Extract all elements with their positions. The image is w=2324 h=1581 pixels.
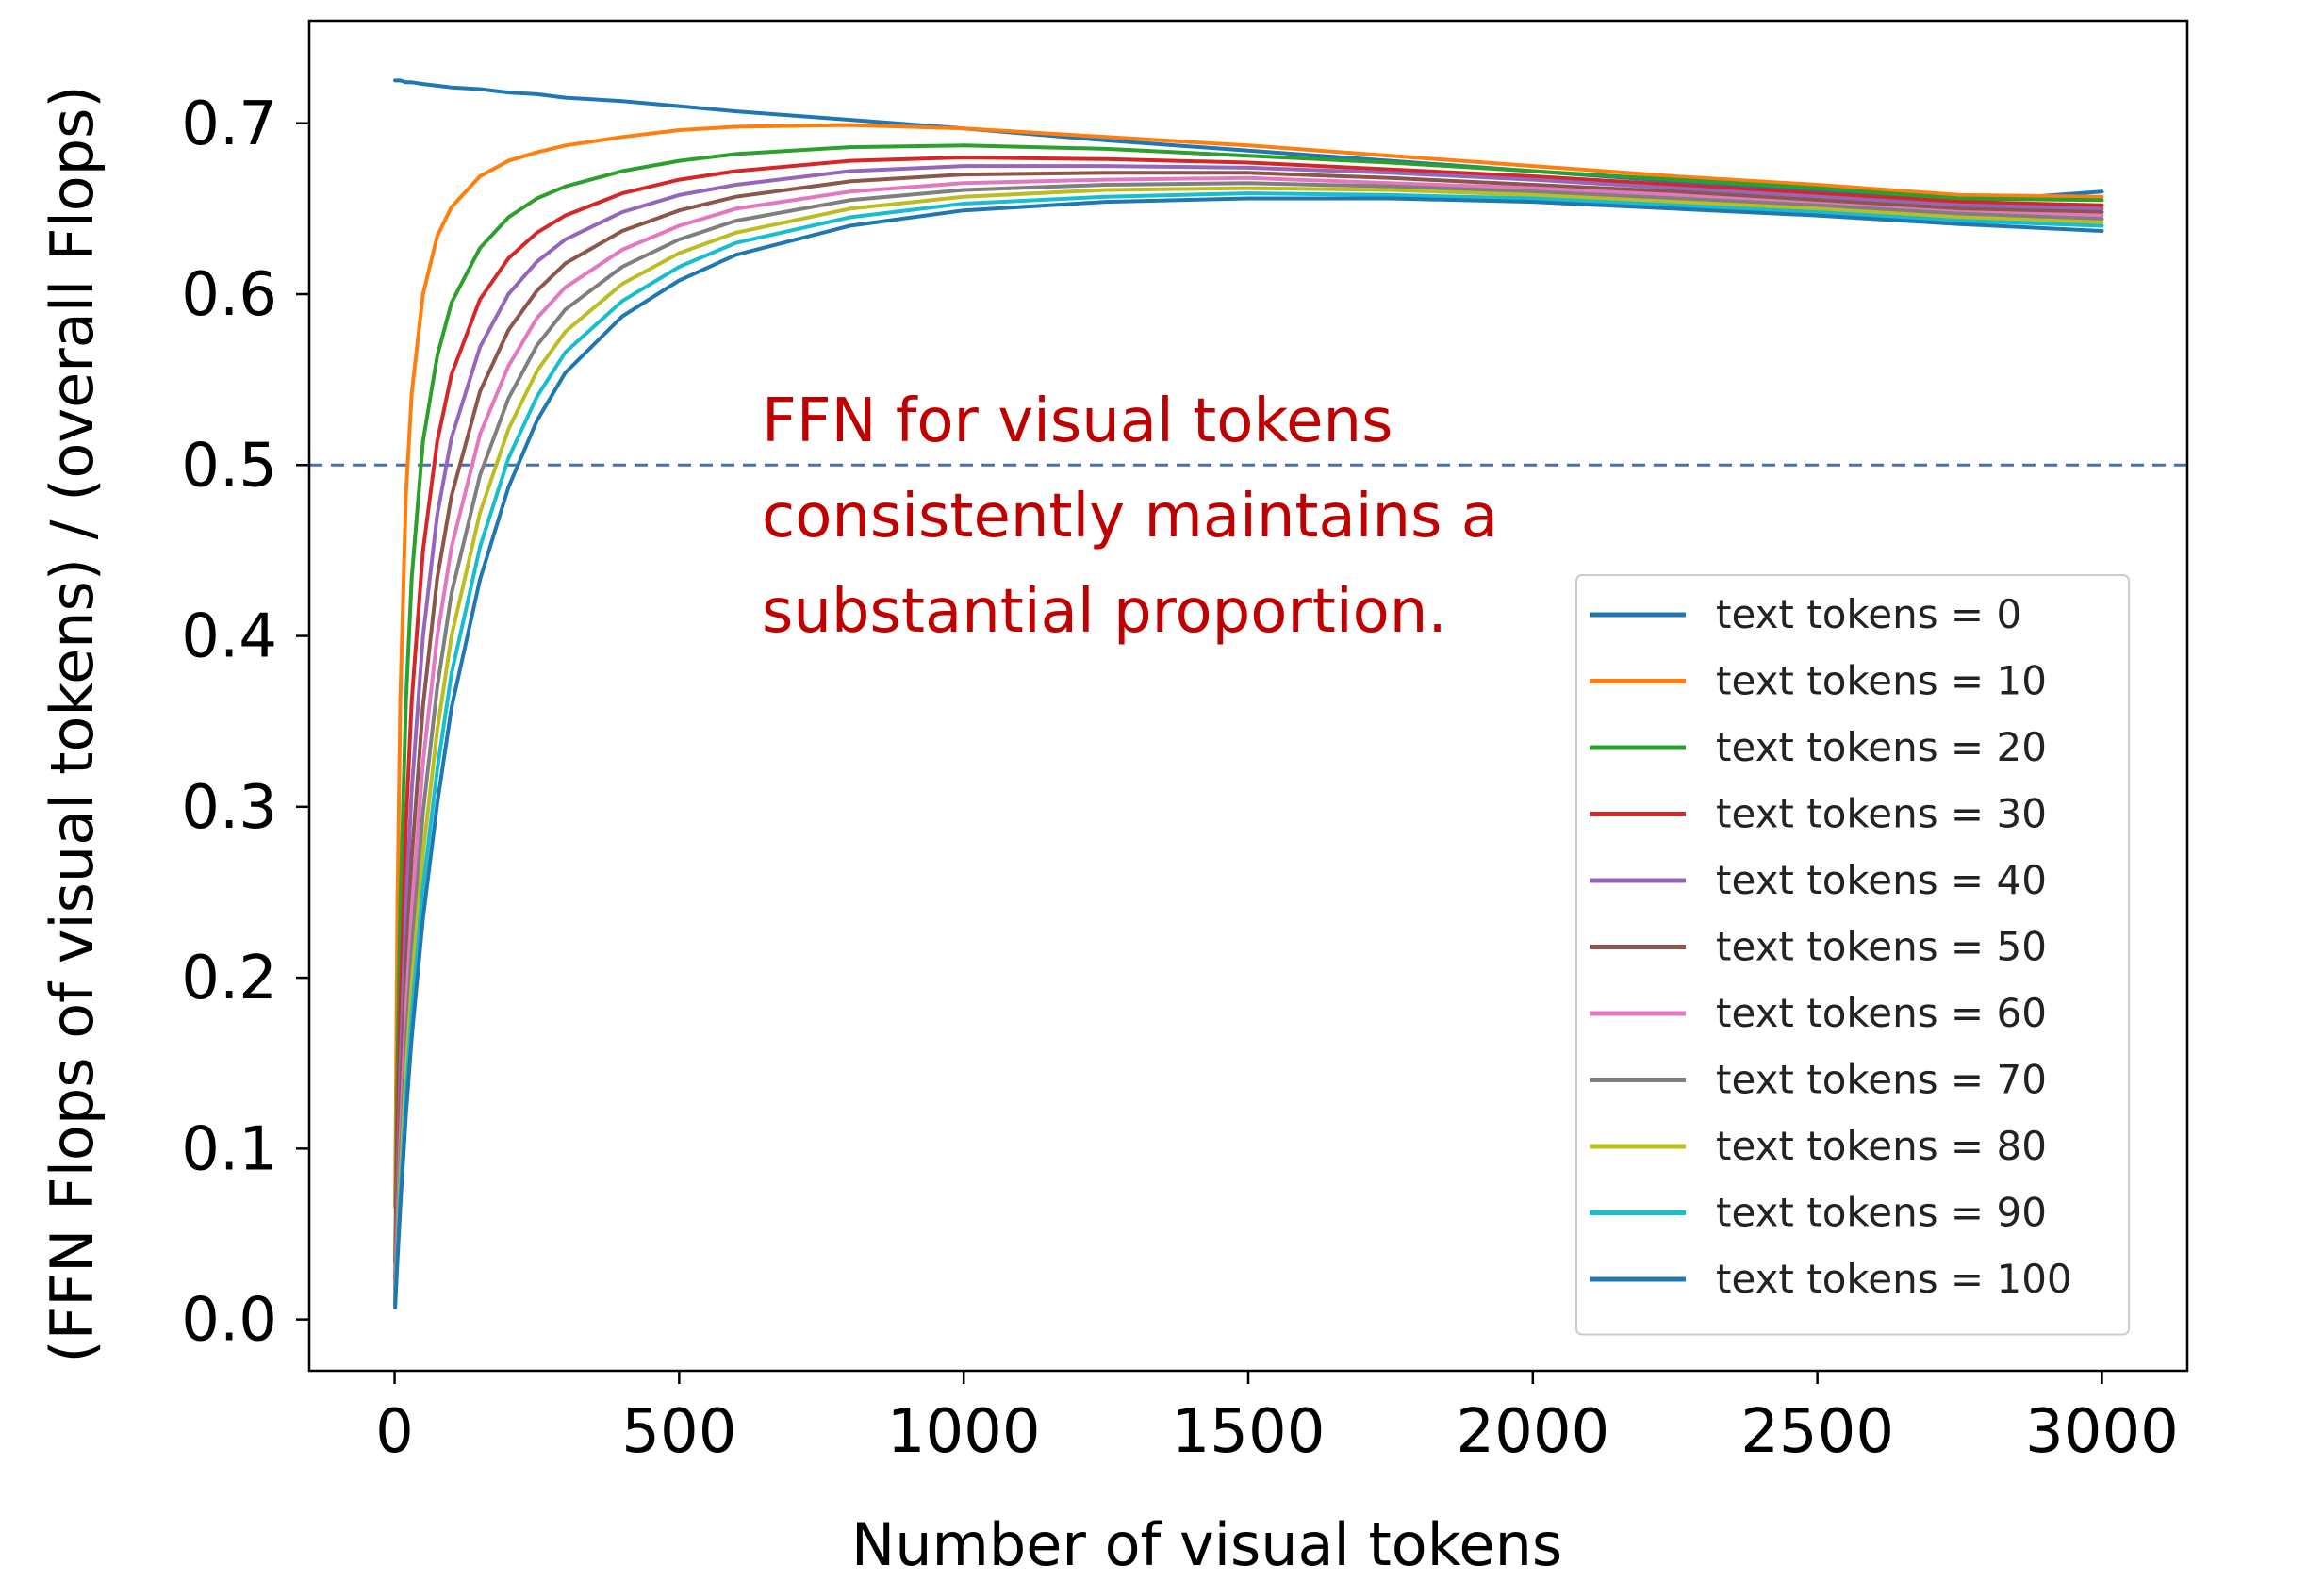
series-line-9 — [393, 191, 2104, 1309]
y-tick-label: 0.3 — [181, 773, 277, 843]
y-tick-label: 0.5 — [181, 431, 277, 501]
x-tick-label: 1500 — [1172, 1397, 1326, 1467]
series-line-5 — [393, 171, 2104, 1298]
y-tick-label: 0.0 — [181, 1286, 277, 1356]
x-tick-label: 3000 — [2025, 1397, 2179, 1467]
series-line-7 — [393, 181, 2104, 1305]
y-axis: 0.0 0.1 0.2 0.3 0.4 0.5 0.6 0.7 — [181, 90, 309, 1356]
x-axis-label: Number of visual tokens — [851, 1510, 1562, 1579]
annotation-line-2: substantial proportion. — [762, 577, 1447, 647]
series-layer — [393, 78, 2104, 1309]
annotation-line-1: consistently maintains a — [762, 482, 1498, 552]
legend-label-5: text tokens = 50 — [1716, 924, 2047, 970]
y-tick-label: 0.7 — [181, 90, 277, 159]
series-line-8 — [393, 186, 2104, 1307]
series-line-6 — [393, 175, 2104, 1301]
legend-label-9: text tokens = 90 — [1716, 1190, 2047, 1236]
legend-label-4: text tokens = 40 — [1716, 857, 2047, 903]
legend: text tokens = 0 text tokens = 10 text toke… — [1575, 574, 2130, 1336]
legend-label-7: text tokens = 70 — [1716, 1057, 2047, 1103]
series-line-3 — [393, 156, 2104, 1282]
series-line-10 — [393, 196, 2104, 1309]
x-tick-label: 1000 — [887, 1397, 1041, 1467]
legend-label-6: text tokens = 60 — [1716, 990, 2047, 1036]
x-tick-label: 2000 — [1456, 1397, 1609, 1467]
legend-label-2: text tokens = 20 — [1716, 724, 2047, 770]
series-line-2 — [393, 143, 2104, 1263]
series-line-4 — [393, 164, 2104, 1291]
legend-label-3: text tokens = 30 — [1716, 791, 2047, 837]
y-tick-label: 0.2 — [181, 944, 277, 1013]
y-tick-label: 0.1 — [181, 1114, 277, 1184]
x-tick-label: 0 — [375, 1397, 414, 1467]
series-line-1 — [393, 123, 2104, 1209]
legend-label-0: text tokens = 0 — [1716, 591, 2021, 637]
legend-label-10: text tokens = 100 — [1716, 1256, 2072, 1302]
x-axis: 0 500 1000 1500 2000 2500 3000 — [375, 1371, 2179, 1467]
y-axis-label: (FFN Flops of visual tokens) / (overall … — [38, 85, 107, 1362]
x-tick-label: 500 — [621, 1397, 736, 1467]
legend-label-8: text tokens = 80 — [1716, 1123, 2047, 1169]
x-tick-label: 2500 — [1740, 1397, 1894, 1467]
legend-label-1: text tokens = 10 — [1716, 658, 2047, 704]
y-tick-label: 0.6 — [181, 260, 277, 330]
annotation-line-0: FFN for visual tokens — [762, 387, 1393, 456]
annotation: FFN for visual tokens consistently mainta… — [762, 387, 1498, 647]
y-tick-label: 0.4 — [181, 602, 277, 672]
legend-box — [1575, 574, 2130, 1336]
